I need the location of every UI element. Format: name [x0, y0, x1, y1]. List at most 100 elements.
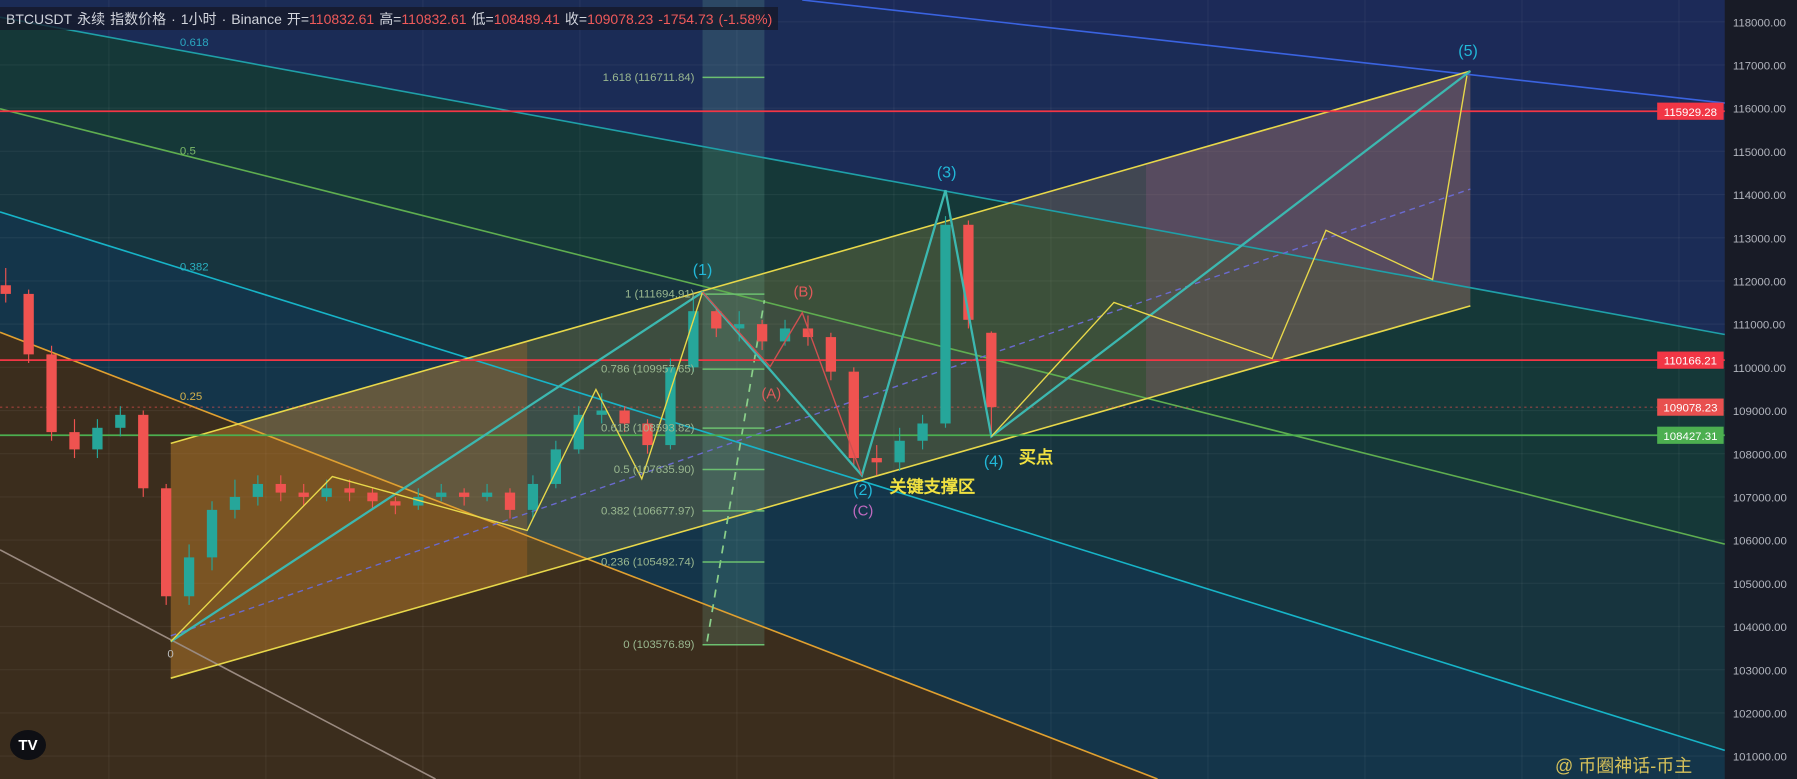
candle-body	[390, 501, 401, 506]
wave-drawings-layer[interactable]	[170, 70, 1472, 643]
abc-correction[interactable]	[702, 291, 863, 476]
symbol-legend[interactable]: BTCUSDT 永续 指数价格 · 1小时 · Binance 开=110832.6…	[0, 7, 779, 30]
price-badge-label: 108427.31	[1663, 431, 1717, 443]
candle-body	[161, 488, 172, 597]
channel-lower[interactable]	[170, 305, 1471, 679]
price-tick: 117000.00	[1733, 61, 1786, 73]
orange-zone-fill[interactable]	[170, 341, 528, 679]
candle-body	[894, 440, 905, 463]
price-badge	[1657, 351, 1724, 369]
wave-label-a: (A)	[761, 387, 781, 403]
fib-level-label: 0 (103576.89)	[623, 639, 694, 651]
candle-body	[550, 449, 561, 484]
candle-body	[252, 483, 264, 497]
candle-body	[734, 324, 745, 329]
price-badge-label: 109078.23	[1663, 403, 1717, 415]
zone-teal-green	[0, 17, 1725, 545]
projected-sub-wave[interactable]	[990, 75, 1468, 437]
ohlc-high: 高=110832.61	[379, 10, 467, 27]
candles-layer	[0, 216, 997, 605]
candle-body	[665, 367, 676, 446]
fan-line-blue[interactable]	[802, 0, 1725, 104]
tradingview-logo[interactable]: TV	[10, 730, 46, 760]
price-tick: 116000.00	[1733, 104, 1786, 116]
price-axis[interactable]: 118000.00 117000.00 116000.00 115000.00 1140…	[1657, 17, 1787, 764]
change-percent: (-1.58%)	[718, 10, 773, 27]
candle-body	[848, 371, 859, 459]
grid-lines	[0, 0, 1725, 779]
price-type: 指数价格	[110, 10, 167, 27]
candle-body	[963, 224, 974, 320]
ohlc-low: 低=108489.41	[471, 10, 560, 27]
elliott-wave-main[interactable]	[170, 70, 1472, 643]
candle-body	[940, 224, 951, 424]
fib-level-label: 0.618 (108593.82)	[601, 423, 695, 435]
candle-body	[871, 458, 882, 463]
price-tick: 111000.00	[1733, 320, 1785, 332]
wave-label-1: (1)	[693, 261, 713, 279]
candle-body	[619, 410, 630, 424]
candle-body	[986, 332, 997, 408]
fan-line-025[interactable]	[0, 331, 1158, 779]
candle-body	[275, 483, 286, 493]
candle-body	[229, 496, 241, 510]
target-zone-fill[interactable]	[1146, 71, 1471, 399]
fib-level-label: 0.786 (109957.65)	[601, 364, 695, 376]
candle-body	[711, 311, 722, 329]
fib-level-label: 1.618 (116711.84)	[603, 72, 695, 84]
price-tick: 115000.00	[1733, 147, 1786, 159]
wave-label-2: (2)	[853, 481, 873, 499]
price-tick: 113000.00	[1733, 233, 1786, 245]
price-tick: 103000.00	[1733, 665, 1787, 677]
candle-body	[802, 328, 814, 338]
fib-trend-dashed[interactable]	[706, 300, 766, 642]
wave-label-c: (C)	[853, 504, 874, 520]
fib-level-label: 0.5 (107635.90)	[614, 464, 695, 476]
price-badge-label: 115929.28	[1664, 107, 1717, 119]
price-badge-label: 110166.21	[1664, 356, 1717, 368]
candle-body	[183, 557, 195, 597]
price-tick: 106000.00	[1733, 536, 1787, 548]
support-zone-annotation: 关键支撑区	[889, 477, 975, 497]
zone-navy	[0, 0, 1725, 335]
candle-body	[115, 414, 126, 428]
fan-label-0618: 0.618	[180, 37, 209, 49]
candle-body	[458, 492, 470, 497]
sub-wave-left[interactable]	[170, 291, 704, 643]
price-tick: 112000.00	[1733, 277, 1786, 289]
zone-teal	[0, 108, 1725, 751]
price-badge	[1657, 426, 1724, 444]
candle-body	[321, 488, 332, 497]
fan-line-0618[interactable]	[0, 16, 1725, 336]
ohlc-open: 开=110832.61	[286, 10, 375, 27]
fan-label-025: 0.25	[180, 391, 202, 403]
price-tick: 107000.00	[1733, 492, 1787, 504]
wave-label-5: (5)	[1458, 42, 1478, 60]
candle-body	[825, 337, 837, 372]
price-tick: 108000.00	[1733, 449, 1787, 461]
change-value: -1754.73	[658, 10, 714, 27]
candle-body	[642, 423, 653, 446]
candle-body	[481, 492, 493, 497]
candle-body	[688, 311, 699, 368]
candle-body	[367, 492, 378, 502]
symbol-name: BTCUSDT	[6, 10, 73, 27]
fan-line-05[interactable]	[0, 108, 1725, 545]
candle-body	[917, 423, 928, 441]
channel-median-dashed[interactable]	[170, 188, 1471, 637]
exchange: Binance	[231, 10, 282, 27]
candle-body	[596, 410, 607, 415]
interval: 1小时	[180, 10, 217, 27]
fan-line-0382[interactable]	[0, 211, 1726, 752]
watermark: @ 币圈神话-币主	[1555, 756, 1693, 776]
fan-label-05: 0.5	[180, 146, 196, 158]
ascending-channel-fill[interactable]	[170, 71, 1471, 679]
fib-retracement-labels: 1.618 (116711.84) 1 (111694.91) 0.786 (109…	[601, 72, 695, 651]
candle-body	[756, 324, 768, 342]
channel-upper[interactable]	[170, 70, 1471, 445]
price-tick: 114000.00	[1733, 190, 1786, 202]
price-tick: 110000.00	[1733, 363, 1786, 375]
candle-body	[344, 488, 355, 493]
wave-label-4: (4)	[984, 452, 1004, 470]
